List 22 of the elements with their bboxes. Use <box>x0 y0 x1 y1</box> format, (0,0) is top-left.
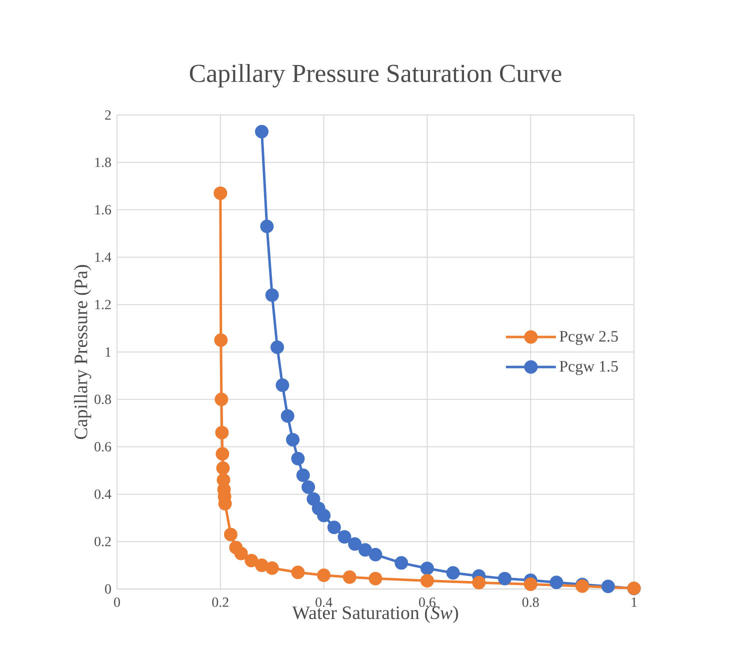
y-tick-label: 1 <box>106 347 111 357</box>
y-tick-label: 1.6 <box>95 205 112 215</box>
y-tick-label: 1.8 <box>95 158 111 168</box>
x-tick-label: 1 <box>632 598 637 607</box>
legend-label: Pcgw 2.5 <box>560 330 618 345</box>
x-tick-label: 0.2 <box>212 598 228 607</box>
y-axis-title: Capillary Pressure (Pa) <box>74 265 92 440</box>
legend-label: Pcgw 1.5 <box>560 361 618 375</box>
x-tick-label: 0 <box>114 598 120 607</box>
y-tick-label: 1.4 <box>95 252 112 262</box>
y-tick-label: 0.8 <box>94 394 111 404</box>
x-tick-label: 0.8 <box>522 598 539 607</box>
y-tick-label: 0.2 <box>94 536 111 546</box>
y-tick-label: 0 <box>105 584 111 594</box>
chart-title: Capillary Pressure Saturation Curve <box>190 64 562 88</box>
x-tick-label: 0.6 <box>419 598 436 607</box>
y-tick-label: 0.4 <box>94 489 112 499</box>
y-tick-label: 2 <box>105 110 111 120</box>
x-tick-label: 0.4 <box>316 598 332 607</box>
x-axis-title: Water Saturation (Sw) <box>292 606 458 623</box>
y-tick-label: 1.2 <box>95 300 111 310</box>
y-tick-label: 0.6 <box>94 442 112 452</box>
